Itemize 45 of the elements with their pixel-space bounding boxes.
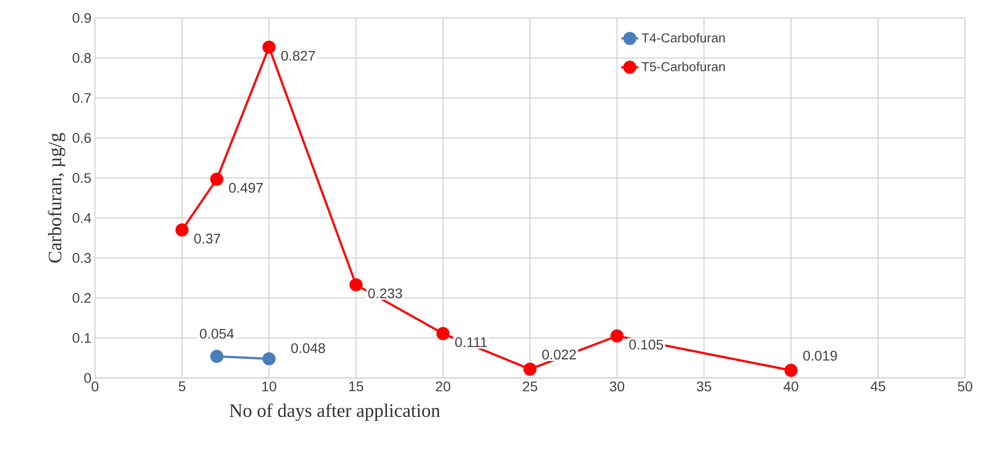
- x-tick-label: 40: [784, 381, 798, 392]
- point: [210, 350, 224, 363]
- y-tick-label: 0.4: [72, 213, 92, 223]
- data-label: 0.054: [200, 328, 234, 339]
- x-axis-title: No of days after application: [230, 404, 440, 421]
- y-tick-label: 0.2: [72, 293, 91, 303]
- y-tick-label: 0.8: [72, 53, 91, 63]
- data-label: 0.233: [368, 288, 402, 298]
- data-label: 0.019: [803, 350, 837, 361]
- data-label: 0.022: [542, 350, 576, 360]
- y-tick-label: 0.7: [72, 93, 91, 103]
- point: [175, 223, 189, 237]
- data-label: 0.111: [455, 337, 487, 348]
- x-tick-label: 50: [958, 381, 972, 392]
- y-tick-label: 0.1: [72, 333, 91, 343]
- x-tick-label: 10: [262, 381, 276, 392]
- data-label: 0.497: [229, 182, 263, 193]
- data-label: 0.048: [291, 343, 326, 354]
- legend-label: T4-Carbofuran: [642, 32, 725, 42]
- x-tick-label: 5: [178, 382, 186, 392]
- x-tick-label: 25: [522, 381, 538, 392]
- point: [210, 172, 224, 186]
- x-tick-label: 20: [436, 381, 450, 392]
- legend-label: T5-Carbofuran: [642, 62, 725, 72]
- data-label: 0.37: [194, 234, 220, 244]
- x-tick-label: 45: [870, 382, 886, 392]
- point: [523, 362, 537, 376]
- data-label: 0.105: [629, 340, 664, 350]
- point: [784, 364, 798, 377]
- y-tick-label: 0: [84, 373, 91, 383]
- y-axis-title: Carbofuran, µg/g: [48, 132, 66, 263]
- x-tick-label: 15: [349, 382, 364, 392]
- point: [610, 329, 624, 343]
- y-tick-label: 0.3: [72, 253, 91, 263]
- y-tick-label: 0.6: [72, 133, 91, 143]
- x-tick-label: 30: [610, 381, 624, 392]
- y-tick-label: 0.5: [72, 173, 91, 183]
- point: [436, 327, 450, 340]
- y-tick-label: 0.9: [72, 13, 91, 23]
- data-label: 0.827: [281, 50, 315, 61]
- point: [262, 352, 276, 366]
- x-tick-label: 35: [696, 381, 712, 392]
- x-tick-label: 0: [92, 381, 98, 392]
- point: [262, 40, 276, 54]
- point: [349, 278, 363, 292]
